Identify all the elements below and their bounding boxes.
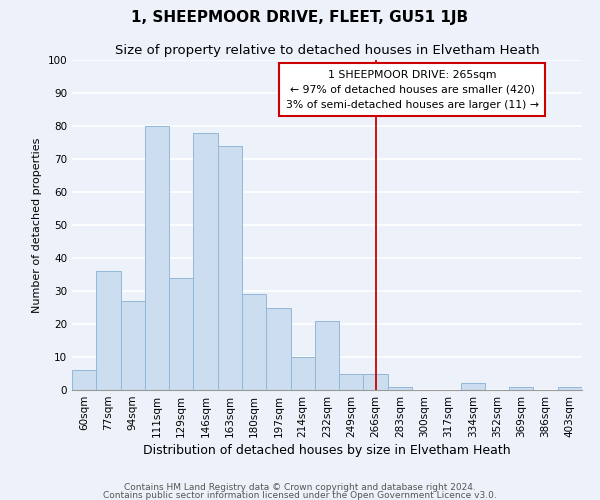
Bar xyxy=(145,126,169,390)
Bar xyxy=(290,357,315,390)
Bar xyxy=(218,146,242,390)
Bar xyxy=(96,271,121,390)
Text: 1 SHEEPMOOR DRIVE: 265sqm
← 97% of detached houses are smaller (420)
3% of semi-: 1 SHEEPMOOR DRIVE: 265sqm ← 97% of detac… xyxy=(286,70,539,110)
Bar xyxy=(315,320,339,390)
Bar xyxy=(169,278,193,390)
Title: Size of property relative to detached houses in Elvetham Heath: Size of property relative to detached ho… xyxy=(115,44,539,58)
Bar xyxy=(388,386,412,390)
Bar xyxy=(364,374,388,390)
Text: Contains public sector information licensed under the Open Government Licence v3: Contains public sector information licen… xyxy=(103,490,497,500)
Bar xyxy=(121,301,145,390)
Y-axis label: Number of detached properties: Number of detached properties xyxy=(32,138,42,312)
Text: Contains HM Land Registry data © Crown copyright and database right 2024.: Contains HM Land Registry data © Crown c… xyxy=(124,483,476,492)
Bar xyxy=(193,132,218,390)
Text: 1, SHEEPMOOR DRIVE, FLEET, GU51 1JB: 1, SHEEPMOOR DRIVE, FLEET, GU51 1JB xyxy=(131,10,469,25)
Bar xyxy=(339,374,364,390)
X-axis label: Distribution of detached houses by size in Elvetham Heath: Distribution of detached houses by size … xyxy=(143,444,511,457)
Bar xyxy=(266,308,290,390)
Bar xyxy=(509,386,533,390)
Bar xyxy=(461,384,485,390)
Bar xyxy=(72,370,96,390)
Bar xyxy=(558,386,582,390)
Bar xyxy=(242,294,266,390)
